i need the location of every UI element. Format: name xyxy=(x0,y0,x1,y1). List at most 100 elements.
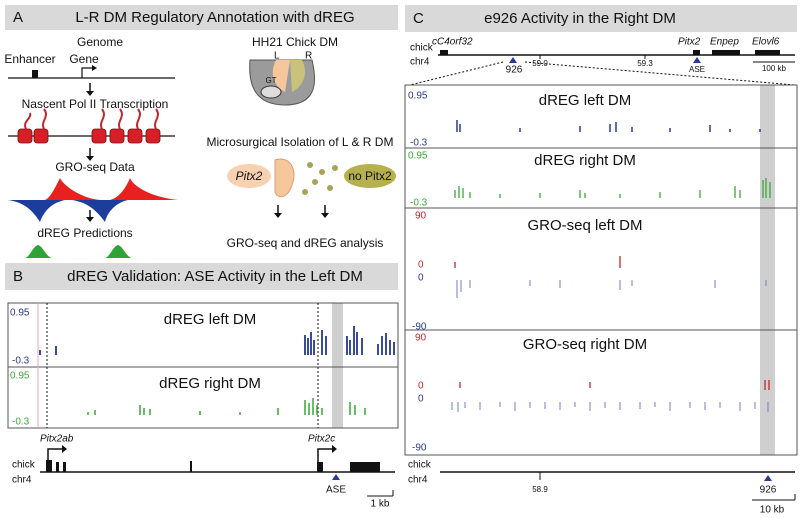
panel-a-path xyxy=(72,200,128,222)
panel-a-path xyxy=(272,60,290,92)
position-label: 59.0 xyxy=(532,59,548,68)
panel-b-rect xyxy=(5,263,398,290)
panel-a-path xyxy=(290,60,305,92)
panel-a-g-circle xyxy=(327,185,333,191)
panel-c-rect xyxy=(440,50,448,55)
panel-a-ellipse xyxy=(227,164,271,188)
axis-label: 0.95 xyxy=(408,151,428,162)
track-title: dREG left DM xyxy=(539,92,632,109)
label: Enhancer xyxy=(4,52,55,66)
label: Gene xyxy=(69,52,99,66)
axis-label: 0 xyxy=(418,273,424,284)
label: L xyxy=(274,51,280,62)
panel-b-path xyxy=(46,303,319,428)
panel-a-path xyxy=(25,245,52,258)
panel-c-rect xyxy=(405,5,797,32)
panel-a: A L-R DM Regulatory Annotation with dREG… xyxy=(4,5,398,258)
label: HH21 Chick DM xyxy=(252,35,338,49)
panel-b-path xyxy=(87,398,366,415)
label: chick xyxy=(12,460,36,471)
track-title: GRO-seq left DM xyxy=(527,217,642,234)
track-title: GRO-seq right DM xyxy=(523,336,647,353)
panel-b-rect xyxy=(56,462,59,472)
panel-c-rect xyxy=(712,50,740,55)
panel-b-path xyxy=(39,326,395,355)
enhancer-label: 926 xyxy=(760,485,777,496)
label: GT xyxy=(265,76,276,85)
gene-label: Enpep xyxy=(710,37,739,48)
step-label: dREG Predictions xyxy=(37,226,132,240)
panel-a-path xyxy=(24,108,159,130)
gene-label: Pitx2ab xyxy=(40,434,74,445)
axis-label: -90 xyxy=(412,443,427,454)
panel-c-path xyxy=(451,402,769,412)
position-label: 59.3 xyxy=(637,59,653,68)
panel-title: e926 Activity in the Right DM xyxy=(484,10,676,27)
panel-a-ellipse xyxy=(344,164,396,188)
scale-label: 100 kb xyxy=(762,64,787,73)
panel-c-path xyxy=(459,380,770,390)
step-label: GRO-seq and dREG analysis xyxy=(227,236,384,250)
gene-label: Pitx2c xyxy=(308,434,335,445)
axis-label: 0.95 xyxy=(408,91,428,102)
panel-a-path xyxy=(105,245,132,258)
label: chick xyxy=(408,460,432,471)
track-title: dREG left DM xyxy=(164,311,257,328)
panel-b-rect xyxy=(332,303,343,428)
panel-a-ellipse xyxy=(260,85,282,99)
panel-letter: A xyxy=(13,9,23,26)
gene-label: Elovl6 xyxy=(752,37,780,48)
panel-a-path xyxy=(92,65,97,71)
element-label: ASE xyxy=(326,485,346,496)
panel-c-path xyxy=(405,147,797,331)
axis-label: 0 xyxy=(418,260,424,271)
label: no Pitx2 xyxy=(348,169,392,183)
axis-label: 0 xyxy=(418,381,424,392)
panel-c-rect xyxy=(760,85,775,455)
panel-a-g-rect xyxy=(17,128,33,144)
position-label: 58.9 xyxy=(532,485,548,494)
panel-a-path xyxy=(81,67,92,78)
panel-c: C e926 Activity in the Right DM chick ch… xyxy=(404,5,798,516)
panel-a-path xyxy=(274,158,295,198)
panel-title: dREG Validation: ASE Activity in the Lef… xyxy=(67,268,363,285)
panel-a-g-circle xyxy=(319,169,325,175)
panel-title: L-R DM Regulatory Annotation with dREG xyxy=(75,9,354,26)
scale-label: 10 kb xyxy=(760,505,785,516)
axis-label: 0.95 xyxy=(10,308,30,319)
label: chick xyxy=(410,43,434,54)
label: chr4 xyxy=(12,475,32,486)
panel-c-path xyxy=(409,61,796,86)
panel-a-path xyxy=(110,178,178,200)
gene-label: Pitx2 xyxy=(678,37,701,48)
panel-a-g-rect xyxy=(33,128,49,144)
label: chr4 xyxy=(410,57,430,68)
panel-c-rect xyxy=(693,50,700,55)
panel-a-g-rect xyxy=(109,128,125,144)
panel-b-rect xyxy=(317,462,323,472)
panel-letter: B xyxy=(13,268,23,285)
panel-b-rect xyxy=(63,462,66,472)
label: chr4 xyxy=(408,475,428,486)
label: Pitx2 xyxy=(236,169,263,183)
panel-a-g-rect xyxy=(91,128,107,144)
track-title: dREG right DM xyxy=(534,152,636,169)
panel-a-path xyxy=(86,217,94,222)
panel-c-path xyxy=(454,178,771,198)
panel-c-path xyxy=(454,256,621,268)
panel-b-path xyxy=(47,448,332,462)
axis-label: 0.95 xyxy=(10,371,30,382)
step-label: Microsurgical Isolation of L & R DM xyxy=(207,135,394,149)
axis-label: 0 xyxy=(418,394,424,405)
panel-c-rect xyxy=(404,84,798,456)
panel-b: B dREG Validation: ASE Activity in the L… xyxy=(5,263,399,510)
panel-a-path xyxy=(86,91,94,96)
panel-b-path xyxy=(62,445,337,453)
panel-b-rect xyxy=(46,460,52,472)
panel-a-g-rect xyxy=(145,128,161,144)
panel-a-rect xyxy=(5,5,398,30)
scale-label: 1 kb xyxy=(371,499,390,510)
axis-label: 90 xyxy=(415,333,427,344)
